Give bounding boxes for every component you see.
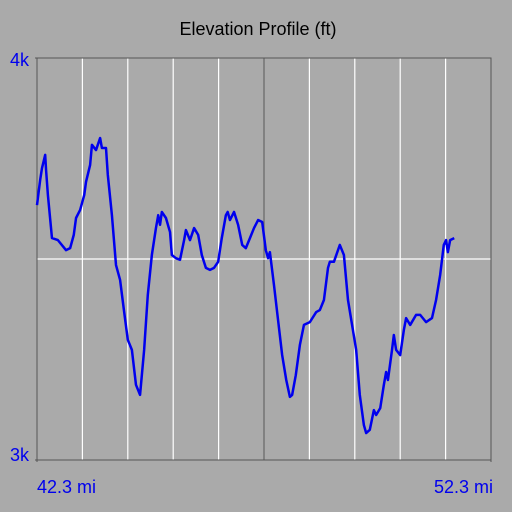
y-tick-label: 3k (10, 445, 30, 465)
plot-border (36, 57, 492, 461)
x-tick-label: 52.3 mi (434, 477, 493, 497)
elevation-line (35, 136, 455, 435)
y-tick-label: 4k (10, 50, 30, 70)
x-tick-label: 42.3 mi (37, 477, 96, 497)
chart-title: Elevation Profile (ft) (179, 19, 336, 39)
